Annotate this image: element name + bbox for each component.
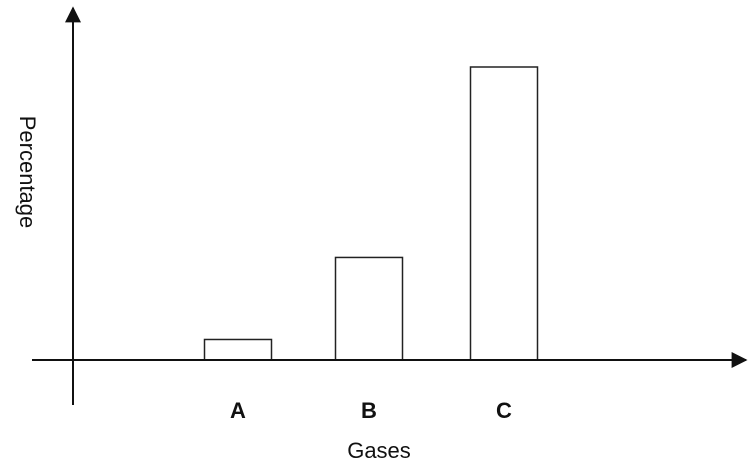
bar-C xyxy=(469,66,539,361)
bars-group xyxy=(203,66,539,361)
bar-A xyxy=(203,338,273,361)
y-axis-label: Percentage xyxy=(15,116,40,229)
category-labels: A B C xyxy=(230,398,512,423)
bar-B xyxy=(334,256,404,361)
category-label-B: B xyxy=(361,398,377,423)
category-label-A: A xyxy=(230,398,246,423)
category-label-C: C xyxy=(496,398,512,423)
x-axis-label: Gases xyxy=(347,438,411,463)
